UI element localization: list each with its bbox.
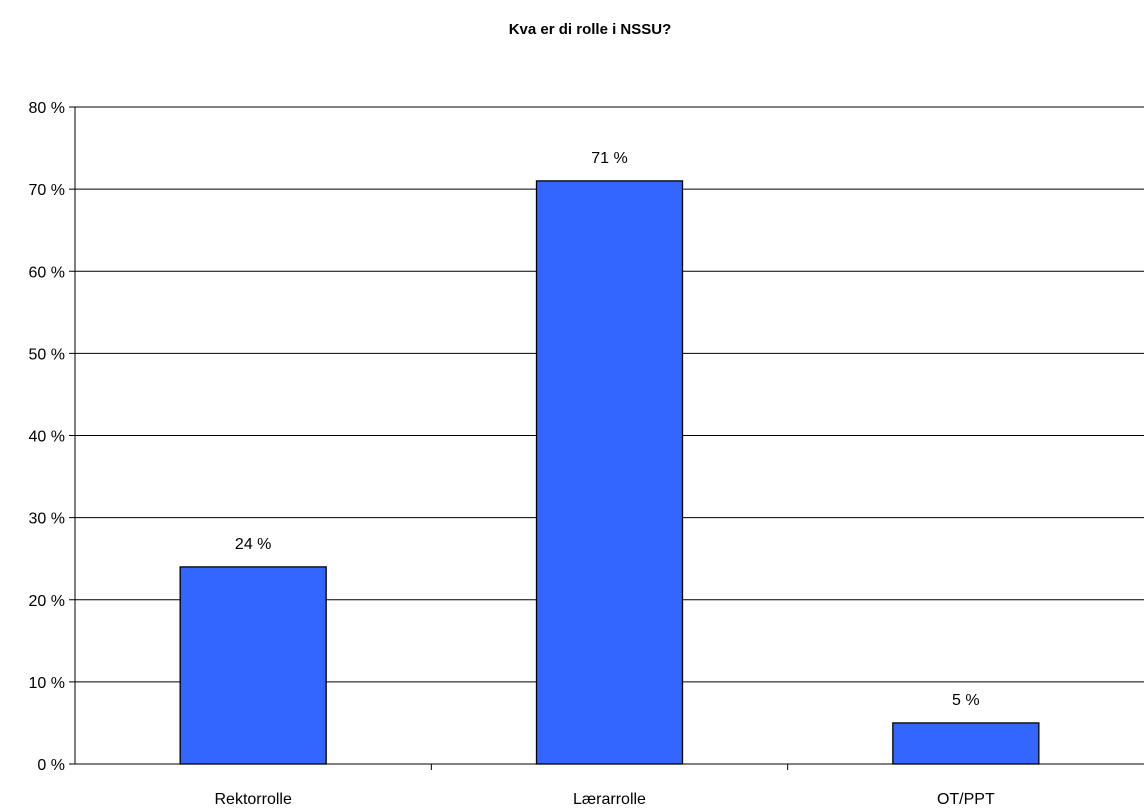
x-tick-label: Lærarrolle <box>573 791 646 808</box>
y-tick-label: 70 % <box>29 182 65 199</box>
y-tick-label: 60 % <box>29 264 65 281</box>
data-label: 71 % <box>591 150 627 167</box>
bar <box>535 180 684 765</box>
labels: 24 % Rektorrolle 71 % Lærarrolle 5 % OT/PPT <box>214 150 994 808</box>
x-tick-label: OT/PPT <box>937 791 995 808</box>
bars <box>179 180 1040 765</box>
data-label: 24 % <box>235 536 271 553</box>
chart-title: Kva er di rolle i NSSU? <box>509 21 672 38</box>
data-label: 5 % <box>952 692 980 709</box>
bar <box>179 566 327 765</box>
y-tick-label: 10 % <box>29 675 65 692</box>
y-tick-label: 30 % <box>29 511 65 528</box>
y-tick-label: 0 % <box>37 757 65 774</box>
axes: 0 % 10 % 20 % 30 % 40 % 50 % 60 % 70 % 80 % <box>29 100 1144 774</box>
y-tick-label: 80 % <box>29 100 65 117</box>
y-tick-label: 50 % <box>29 346 65 363</box>
y-tick-label: 20 % <box>29 593 65 610</box>
y-tick-label: 40 % <box>29 429 65 446</box>
bar <box>892 722 1040 765</box>
x-tick-label: Rektorrolle <box>214 791 291 808</box>
